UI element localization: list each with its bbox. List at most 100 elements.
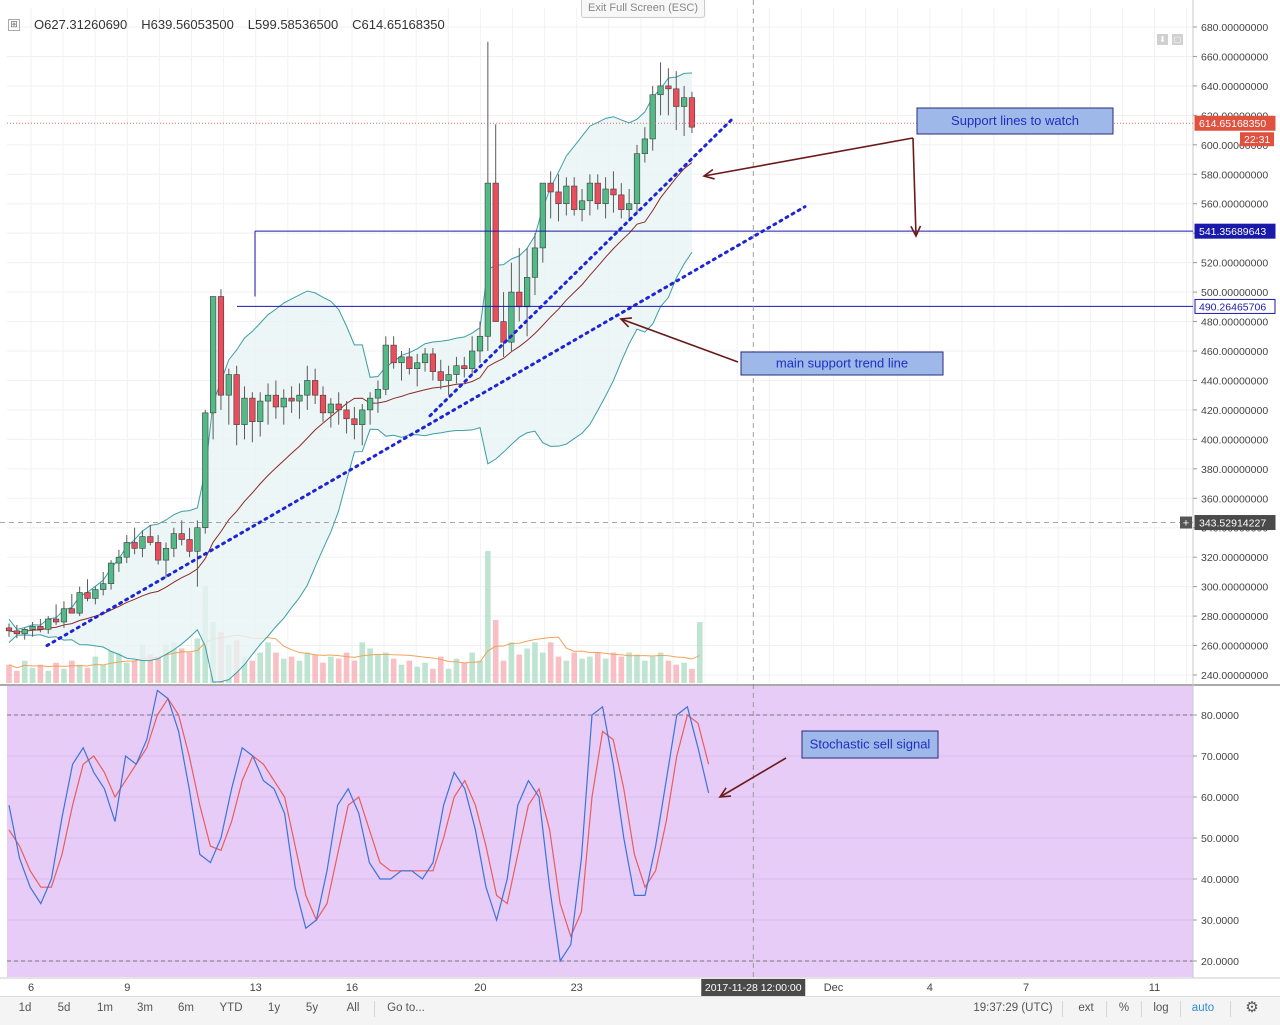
volume-bar — [14, 670, 20, 683]
exit-fullscreen-button[interactable]: Exit Full Screen (ESC) — [581, 0, 705, 18]
bearish-candle — [610, 188, 617, 196]
main-trend-annotation-box — [740, 351, 944, 376]
volume-bar — [626, 652, 632, 683]
volume-bar — [390, 658, 397, 683]
goto-button[interactable]: Go to... — [387, 1002, 425, 1014]
time-tick-label: 9 — [124, 982, 130, 994]
stoch-tick-label: 30.0000 — [1201, 915, 1239, 927]
volume-bar — [116, 652, 122, 683]
volume-bar — [328, 656, 334, 683]
price-tick-label: 520.00000000 — [1201, 258, 1268, 270]
volume-bar — [594, 652, 601, 683]
bearish-candle — [312, 380, 319, 396]
price-tick-label: 640.00000000 — [1201, 81, 1268, 93]
bearish-candle — [5, 627, 13, 632]
support-arrow-lower — [912, 137, 917, 237]
bullish-candle — [107, 562, 115, 584]
bearish-candle — [319, 394, 327, 414]
extended-hours-toggle[interactable]: ext — [1078, 1002, 1094, 1014]
main-trend-line — [45, 205, 807, 648]
bullish-candle — [304, 380, 311, 396]
volume-bar — [406, 660, 413, 683]
collapse-icon[interactable]: ⊞ — [8, 18, 20, 31]
bearish-candle — [13, 630, 20, 635]
chart-canvas[interactable]: 680.00000000 660.00000000 640.00000000 6 20.… — [0, 0, 1280, 996]
bullish-candle — [649, 94, 656, 140]
bullish-candle — [241, 397, 248, 425]
volume-bar — [547, 642, 554, 683]
level-2-label-badge — [1194, 298, 1276, 314]
bullish-candle — [29, 626, 36, 630]
volume-bar — [367, 648, 373, 683]
bullish-candle — [602, 188, 609, 205]
volume-bars — [6, 551, 703, 683]
volume-bar — [343, 652, 350, 683]
range-5d[interactable]: 5d — [57, 1002, 71, 1014]
volume-bar — [194, 638, 201, 683]
short-trend-line — [428, 116, 735, 418]
range-1m[interactable]: 1m — [97, 1002, 113, 1014]
gear-icon[interactable]: ⚙ — [1245, 999, 1259, 1016]
level-1-label-badge — [1194, 223, 1276, 239]
log-scale-toggle[interactable]: log — [1153, 1002, 1169, 1014]
time-tick-label: 11 — [1149, 982, 1160, 994]
range-ytd[interactable]: YTD — [219, 1002, 243, 1014]
volume-bar — [29, 667, 36, 683]
volume-bar — [351, 660, 358, 683]
range-6m[interactable]: 6m — [178, 1002, 194, 1014]
bullish-candle — [578, 200, 586, 210]
range-all[interactable]: All — [346, 1002, 360, 1014]
volume-bar — [178, 648, 185, 683]
bullish-candle — [327, 403, 334, 414]
bearish-candle — [52, 618, 60, 623]
volume-bar — [186, 652, 193, 683]
trend-arrow — [620, 318, 739, 363]
bullish-candle — [421, 353, 429, 364]
stochastic-background — [7, 686, 1193, 977]
bearish-candle — [688, 97, 696, 128]
utc-clock[interactable]: 19:37:29 (UTC) — [973, 1002, 1053, 1014]
countdown-label: 22:31 — [1244, 134, 1270, 146]
bearish-candle — [68, 608, 75, 614]
auto-scale-toggle[interactable]: auto — [1191, 1002, 1215, 1014]
bearish-candle — [673, 88, 680, 107]
bearish-candle — [178, 533, 185, 540]
volume-bar — [681, 662, 687, 683]
ohlc-close: C614.65168350 — [352, 17, 445, 32]
price-tick-label: 280.00000000 — [1201, 611, 1268, 623]
range-1d[interactable]: 1d — [18, 1002, 32, 1014]
maximize-pane-icon[interactable]: ▢ — [1172, 34, 1183, 45]
volume-bar — [437, 656, 444, 683]
bullish-candle — [476, 335, 484, 352]
bullish-candle — [264, 394, 272, 402]
bearish-candle — [516, 291, 523, 308]
price-tick-label: 500.00000000 — [1201, 287, 1268, 299]
bearish-candle — [547, 182, 554, 193]
crosshair-price-label: 343.52914227 — [1199, 518, 1266, 530]
volume-bar — [84, 667, 91, 683]
bullish-candle — [484, 182, 491, 337]
bearish-candle — [437, 371, 444, 381]
bearish-candle — [147, 536, 154, 543]
price-tick-label: 580.00000000 — [1201, 169, 1268, 181]
volume-bar — [398, 664, 405, 683]
range-3m[interactable]: 3m — [137, 1002, 153, 1014]
volume-bar — [296, 660, 303, 683]
volume-bar — [540, 652, 546, 683]
move-down-icon[interactable]: ⬇ — [1157, 34, 1168, 45]
price-tick-label: 440.00000000 — [1201, 375, 1268, 387]
support-arrow-lower-head — [910, 225, 922, 238]
volume-bar — [516, 654, 523, 683]
range-1y[interactable]: 1y — [267, 1002, 281, 1014]
ohlc-open: O627.31260690 — [34, 17, 128, 32]
range-5y[interactable]: 5y — [305, 1002, 319, 1014]
bearish-candle — [594, 182, 601, 205]
bullish-candle — [626, 203, 633, 210]
volume-bar — [265, 642, 271, 683]
percent-scale-toggle[interactable]: % — [1118, 1002, 1130, 1014]
volume-bar — [642, 660, 648, 683]
bullish-candle — [92, 589, 99, 599]
volume-bar — [155, 656, 161, 683]
bullish-candle — [123, 542, 130, 558]
